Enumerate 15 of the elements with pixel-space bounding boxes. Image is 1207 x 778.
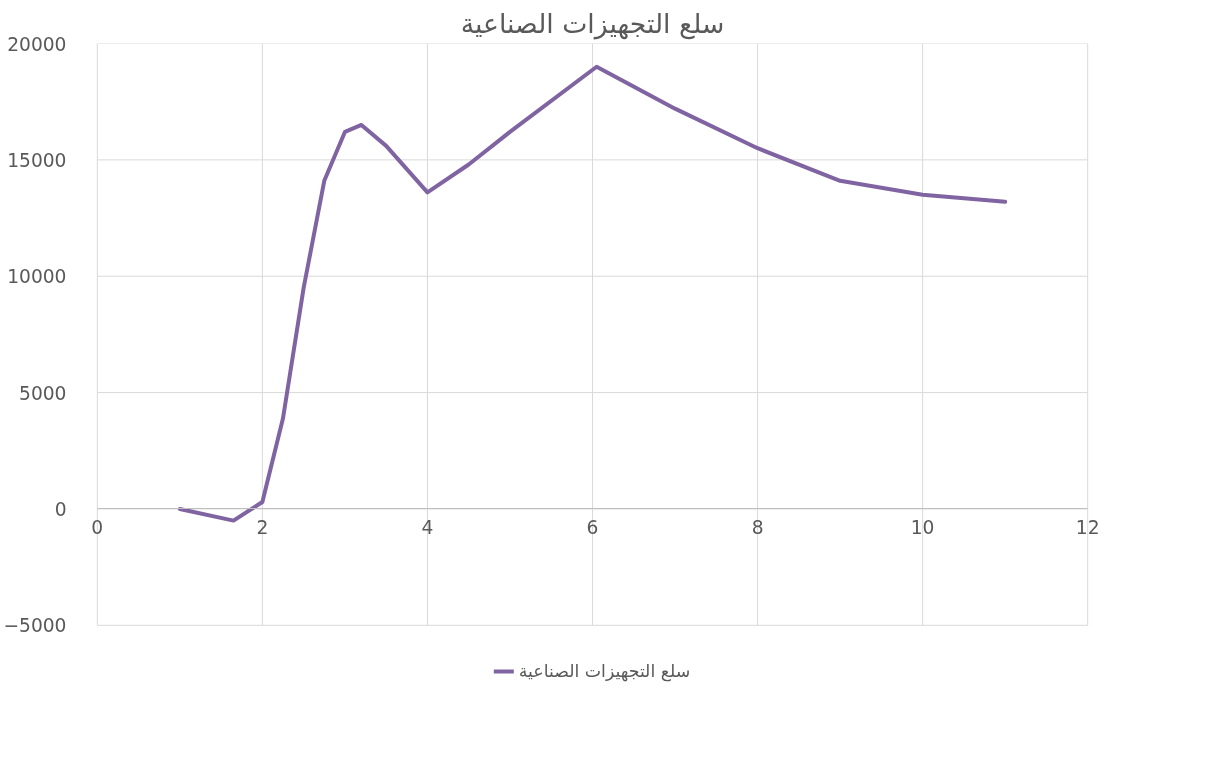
y-tick-label: 0 <box>54 498 67 520</box>
y-tick-label: 20000 <box>7 33 67 55</box>
x-tick-label: 12 <box>1075 516 1100 538</box>
x-tick-label: 8 <box>751 516 764 538</box>
y-tick-label: 15000 <box>7 149 67 171</box>
x-tick-label: 10 <box>910 516 935 538</box>
y-tick-label: 5000 <box>19 382 67 404</box>
y-tick-label: −5000 <box>3 615 67 637</box>
chart-title: سلع التجهيزات الصناعية <box>460 7 725 40</box>
y-tick-label: 10000 <box>7 266 67 288</box>
x-tick-label: 0 <box>91 516 104 538</box>
x-tick-label: 6 <box>586 516 599 538</box>
x-tick-label: 4 <box>421 516 434 538</box>
legend-label: سلع التجهيزات الصناعية <box>518 661 691 681</box>
x-tick-label: 2 <box>256 516 269 538</box>
